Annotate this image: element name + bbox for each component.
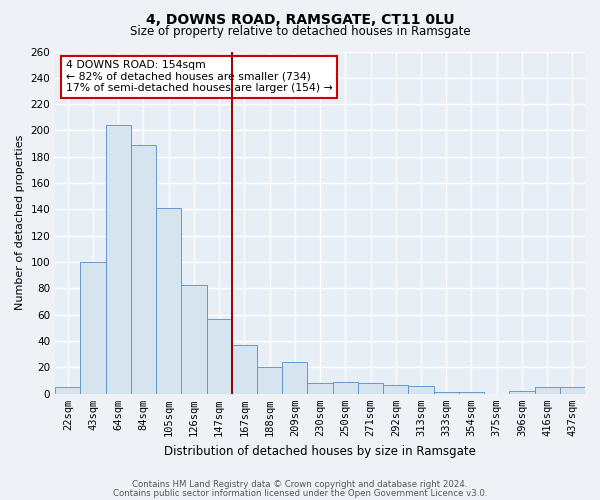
X-axis label: Distribution of detached houses by size in Ramsgate: Distribution of detached houses by size … [164,444,476,458]
Bar [560,387,585,394]
Text: 4, DOWNS ROAD, RAMSGATE, CT11 0LU: 4, DOWNS ROAD, RAMSGATE, CT11 0LU [146,12,454,26]
Bar [257,368,282,394]
Text: Contains public sector information licensed under the Open Government Licence v3: Contains public sector information licen… [113,488,487,498]
Bar [509,391,535,394]
Text: 4 DOWNS ROAD: 154sqm
← 82% of detached houses are smaller (734)
17% of semi-deta: 4 DOWNS ROAD: 154sqm ← 82% of detached h… [66,60,332,94]
Bar [181,284,206,394]
Bar [55,387,80,394]
Bar [409,386,434,394]
Bar [383,384,409,394]
Bar [358,384,383,394]
Bar [332,382,358,394]
Bar [282,362,307,394]
Bar [434,392,459,394]
Bar [206,319,232,394]
Text: Size of property relative to detached houses in Ramsgate: Size of property relative to detached ho… [130,25,470,38]
Bar [131,145,156,394]
Bar [106,125,131,394]
Bar [459,392,484,394]
Bar [535,387,560,394]
Text: Contains HM Land Registry data © Crown copyright and database right 2024.: Contains HM Land Registry data © Crown c… [132,480,468,489]
Bar [307,384,332,394]
Bar [80,262,106,394]
Bar [156,208,181,394]
Y-axis label: Number of detached properties: Number of detached properties [15,135,25,310]
Bar [232,345,257,394]
